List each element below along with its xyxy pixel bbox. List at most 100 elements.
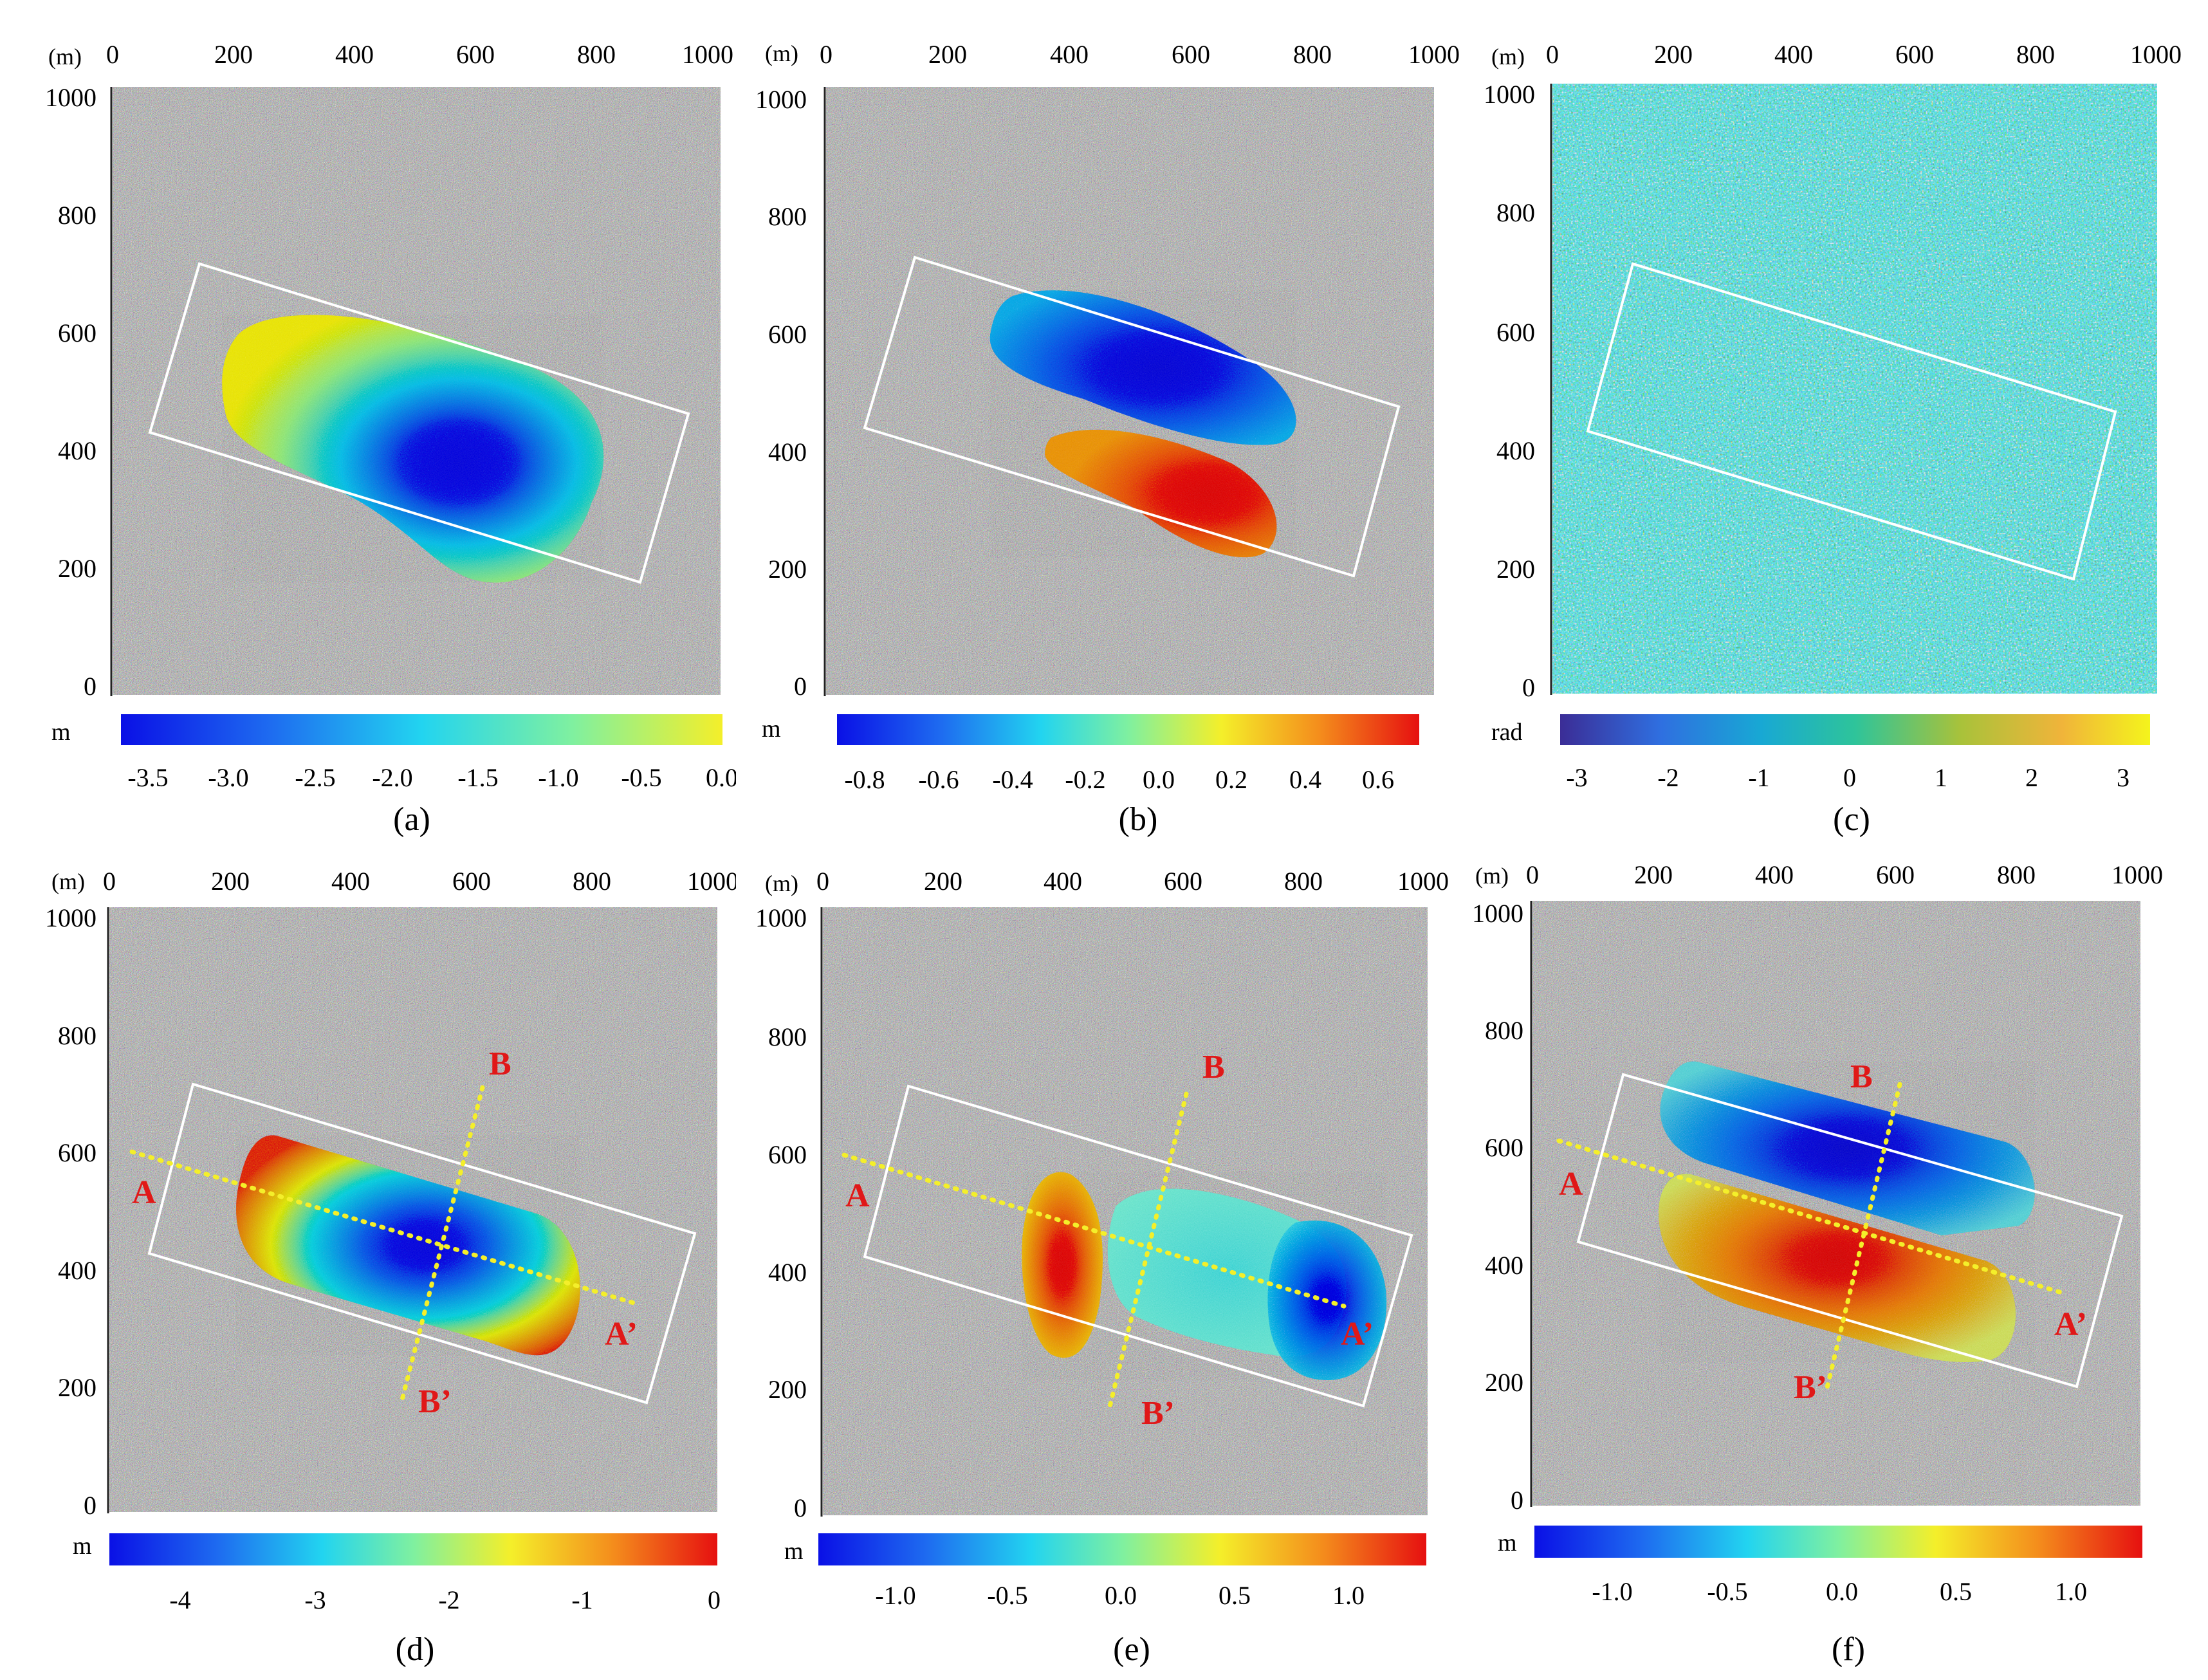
panel-b: (m) 0 200 400 600 800 1000 1000 800 600 … [755, 40, 1460, 838]
colorbar-tick: 0.5 [1219, 1581, 1251, 1610]
colorbar-unit: m [51, 719, 71, 746]
deformation-overlay [222, 315, 604, 583]
x-tick: 0 [1546, 40, 1559, 69]
x-tick: 800 [573, 867, 611, 896]
x-tick: 0 [1526, 860, 1539, 889]
x-tick: 0 [820, 40, 833, 69]
colorbar-tick: 1.0 [2055, 1577, 2087, 1606]
y-tick: 0 [794, 1493, 807, 1522]
y-tick: 0 [84, 1491, 97, 1520]
profile-line-b [1107, 1091, 1189, 1412]
panel-e: (m) 0 200 400 600 800 1000 1000 800 600 … [755, 867, 1449, 1668]
colorbar-tick: 0.0 [1105, 1581, 1137, 1610]
colorbar [818, 1533, 1426, 1565]
x-tick: 600 [452, 867, 491, 896]
colorbar-ticks: -1.0 -0.5 0.0 0.5 1.0 [1592, 1577, 2087, 1606]
colorbar-tick: -0.2 [1065, 765, 1105, 794]
panel-label: (b) [1119, 801, 1158, 838]
colorbar-tick: -0.5 [621, 763, 661, 792]
profile-label-a: A [132, 1174, 156, 1211]
y-tick: 200 [768, 1375, 807, 1404]
x-tick: 400 [1755, 860, 1794, 889]
colorbar-tick: 0 [708, 1585, 721, 1614]
colorbar-tick: -2 [1657, 763, 1679, 792]
colorbar-tick: -4 [169, 1585, 190, 1614]
x-tick: 800 [577, 40, 616, 69]
profile-labels: A A’ B B’ [845, 1049, 1374, 1432]
y-tick: 1000 [45, 83, 97, 112]
colorbar-tick: 0.0 [1826, 1577, 1858, 1606]
panel-f: (m) 0 200 400 600 800 1000 1000 800 600 … [1472, 860, 2163, 1668]
x-axis-ticks: 0 200 400 600 800 1000 [816, 867, 1449, 896]
y-tick: 1000 [1472, 899, 1523, 928]
y-tick: 600 [58, 318, 97, 347]
y-tick: 800 [1485, 1016, 1523, 1045]
colorbar [1560, 714, 2150, 745]
x-tick: 1000 [1408, 40, 1460, 69]
panel-a: (m) 0 200 400 600 800 1000 1000 800 600 … [45, 40, 736, 838]
colorbar-tick: 2 [2025, 763, 2038, 792]
profile-label-b-prime: B’ [1141, 1395, 1175, 1432]
y-tick: 800 [1496, 198, 1535, 227]
colorbar-tick: -2 [438, 1585, 459, 1614]
colorbar [1534, 1526, 2142, 1558]
colorbar-unit: m [784, 1538, 804, 1565]
y-tick: 800 [58, 201, 97, 230]
colorbar [121, 714, 722, 745]
colorbar-tick: -1.0 [1592, 1577, 1632, 1606]
x-tick: 800 [1293, 40, 1332, 69]
x-tick: 600 [456, 40, 495, 69]
colorbar-tick: 0 [1843, 763, 1856, 792]
x-tick: 600 [1164, 867, 1202, 896]
panel-d: (m) 0 200 400 600 800 1000 1000 800 600 … [45, 867, 736, 1668]
y-tick: 400 [1485, 1251, 1523, 1280]
y-tick: 200 [1496, 555, 1535, 584]
y-tick: 1000 [45, 903, 97, 932]
y-tick: 400 [768, 438, 807, 466]
colorbar-tick: 0.5 [1940, 1577, 1972, 1606]
colorbar-tick: -0.4 [992, 765, 1033, 794]
x-tick: 1000 [2130, 40, 2182, 69]
panel-label: (a) [393, 801, 430, 838]
y-tick: 200 [1485, 1368, 1523, 1397]
x-axis-ticks: 0 200 400 600 800 1000 [106, 40, 733, 69]
colorbar-tick: 3 [2117, 763, 2130, 792]
profile-label-a: A [845, 1177, 870, 1214]
colorbar-tick: 1 [1935, 763, 1947, 792]
profile-line-a [129, 1149, 636, 1306]
x-tick: 200 [928, 40, 967, 69]
profile-line-a [842, 1152, 1347, 1309]
study-area-rectangle [148, 262, 690, 584]
y-tick: 400 [768, 1258, 807, 1287]
colorbar-tick: 1.0 [1332, 1581, 1365, 1610]
colorbar [109, 1533, 717, 1565]
axis-unit-label: (m) [48, 44, 82, 69]
x-axis-ticks: 0 200 400 600 800 1000 [1546, 40, 2182, 69]
y-tick: 0 [84, 672, 97, 701]
x-axis-ticks: 0 200 400 600 800 1000 [103, 867, 736, 896]
y-axis-ticks: 1000 800 600 400 200 0 [755, 903, 807, 1522]
y-axis-ticks: 1000 800 600 400 200 0 [1484, 80, 1535, 702]
colorbar-tick: -1.5 [457, 763, 498, 792]
x-tick: 0 [103, 867, 116, 896]
x-tick: 400 [1774, 40, 1813, 69]
colorbar-unit: m [1498, 1529, 1517, 1556]
y-tick: 600 [768, 1140, 807, 1169]
x-tick: 800 [1284, 867, 1323, 896]
profile-label-a: A [1559, 1166, 1583, 1203]
residual-phase-image [1552, 84, 2157, 694]
y-tick: 1000 [755, 85, 807, 114]
profile-labels: A A’ B B’ [132, 1046, 638, 1420]
colorbar [837, 714, 1419, 745]
colorbar-unit: m [762, 715, 781, 743]
x-tick: 800 [2016, 40, 2055, 69]
profile-label-a-prime: A’ [1341, 1316, 1374, 1352]
colorbar-tick: 0.0 [706, 763, 736, 792]
x-tick: 600 [1895, 40, 1934, 69]
panel-label: (e) [1113, 1631, 1150, 1668]
colorbar-tick: -3 [1566, 763, 1587, 792]
colorbar-tick: -3.5 [127, 763, 168, 792]
colorbar-ticks: -1.0 -0.5 0.0 0.5 1.0 [875, 1581, 1365, 1610]
colorbar-unit: m [73, 1533, 92, 1560]
y-tick: 0 [1522, 673, 1535, 702]
